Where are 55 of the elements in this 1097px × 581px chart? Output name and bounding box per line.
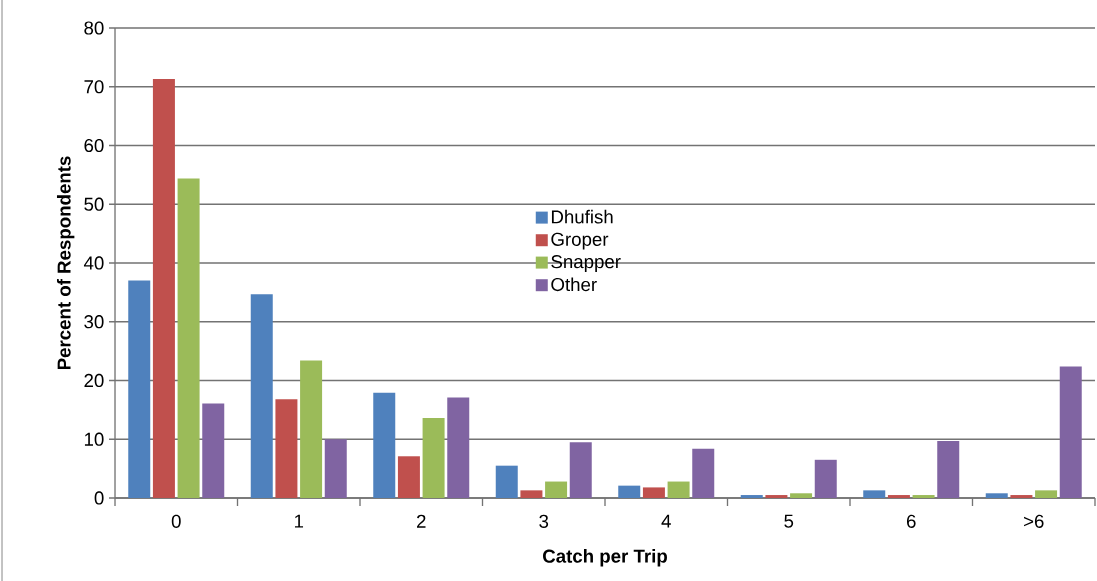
bar bbox=[912, 495, 935, 498]
x-tick-label: 6 bbox=[907, 514, 916, 528]
bar bbox=[642, 487, 665, 498]
y-tick-label: 0 bbox=[94, 491, 104, 505]
bar bbox=[177, 178, 200, 498]
bar bbox=[373, 392, 396, 498]
bar bbox=[667, 481, 690, 498]
bar bbox=[814, 459, 837, 498]
bar bbox=[569, 442, 592, 498]
x-tick-label: 3 bbox=[539, 514, 549, 528]
x-tick-label: 0 bbox=[171, 514, 181, 528]
bar bbox=[250, 294, 273, 498]
bar bbox=[422, 418, 445, 498]
legend-label: Other bbox=[551, 277, 597, 292]
y-tick-label: 30 bbox=[84, 315, 104, 329]
x-tick-label: 2 bbox=[417, 514, 426, 528]
bar bbox=[495, 465, 518, 498]
x-tick-label: 5 bbox=[784, 514, 794, 528]
x-tick-label: 4 bbox=[661, 514, 671, 528]
bar bbox=[1059, 366, 1082, 498]
bar bbox=[740, 495, 763, 498]
bar bbox=[887, 495, 910, 498]
y-tick-label: 10 bbox=[84, 432, 104, 446]
bar bbox=[520, 490, 543, 498]
bar bbox=[618, 485, 641, 498]
x-axis-title: Catch per Trip bbox=[543, 549, 667, 567]
bar bbox=[300, 360, 323, 498]
bar bbox=[1035, 490, 1058, 498]
legend-label: Groper bbox=[551, 232, 609, 250]
bar bbox=[324, 439, 347, 498]
y-tick-label: 80 bbox=[84, 21, 104, 35]
bar bbox=[1010, 495, 1033, 498]
bar bbox=[985, 493, 1008, 498]
bar bbox=[692, 448, 715, 498]
bar bbox=[765, 495, 788, 498]
y-tick-label: 70 bbox=[84, 80, 104, 94]
y-tick-label: 20 bbox=[84, 373, 104, 388]
x-tick-label: 1 bbox=[294, 514, 304, 528]
bar bbox=[863, 490, 886, 498]
bar bbox=[275, 399, 298, 498]
bar bbox=[790, 493, 813, 498]
bar bbox=[447, 397, 470, 498]
legend-label: Snapper bbox=[551, 255, 621, 272]
bar bbox=[128, 280, 151, 498]
y-tick-label: 60 bbox=[84, 138, 104, 153]
y-tick-label: 50 bbox=[84, 197, 104, 211]
legend-label: Dhufish bbox=[551, 209, 613, 224]
bar bbox=[937, 441, 960, 498]
bar bbox=[202, 403, 225, 498]
x-tick-label: >6 bbox=[1024, 514, 1044, 528]
y-tick-label: 40 bbox=[83, 256, 104, 270]
bar bbox=[397, 456, 420, 498]
y-axis-title: Percent of Respondents bbox=[56, 156, 75, 370]
bar bbox=[152, 79, 175, 498]
bar bbox=[545, 481, 568, 498]
